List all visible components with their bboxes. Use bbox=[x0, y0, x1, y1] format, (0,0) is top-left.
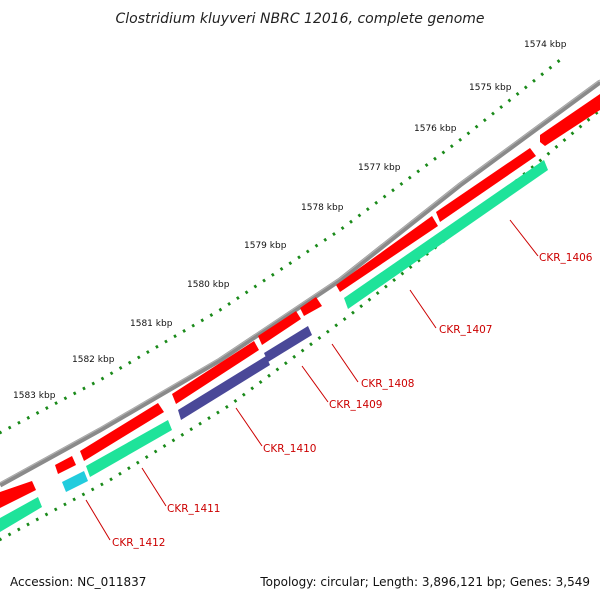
gene-arrow[interactable] bbox=[178, 356, 270, 420]
gene-arrow[interactable] bbox=[0, 481, 36, 508]
gene-label[interactable]: CKR_1411 bbox=[167, 503, 220, 515]
kbp-label: 1579 kbp bbox=[244, 241, 287, 251]
gene-leader-line bbox=[235, 407, 263, 447]
gene-leader-line bbox=[85, 499, 111, 541]
kbp-label: 1583 kbp bbox=[13, 391, 56, 401]
kbp-label: 1577 kbp bbox=[358, 163, 401, 173]
reverse-genes bbox=[0, 160, 548, 532]
gene-arrow[interactable] bbox=[0, 497, 42, 532]
gene-arrow[interactable] bbox=[172, 341, 259, 404]
gene-leader-line bbox=[301, 365, 329, 403]
gene-arrow[interactable] bbox=[62, 471, 88, 492]
kbp-label: 1575 kbp bbox=[469, 83, 512, 93]
genome-summary-text: Topology: circular; Length: 3,896,121 bp… bbox=[259, 575, 590, 589]
gene-label[interactable]: CKR_1406 bbox=[539, 252, 593, 264]
gene-label[interactable]: CKR_1408 bbox=[361, 378, 414, 390]
kbp-label: 1580 kbp bbox=[187, 280, 230, 290]
gene-arrow[interactable] bbox=[344, 160, 548, 309]
kbp-label: 1576 kbp bbox=[414, 124, 457, 134]
gene-label[interactable]: CKR_1412 bbox=[112, 537, 165, 549]
gene-arrow[interactable] bbox=[258, 311, 301, 345]
gene-leader-line bbox=[509, 219, 539, 257]
kbp-label: 1578 kbp bbox=[301, 203, 344, 213]
gene-leader-line bbox=[409, 289, 437, 329]
scale-dots-outer bbox=[0, 58, 561, 435]
gene-label[interactable]: CKR_1410 bbox=[263, 443, 316, 455]
genome-backbone bbox=[0, 79, 600, 488]
kbp-label: 1582 kbp bbox=[72, 355, 115, 365]
scale-labels: 1574 kbp 1575 kbp 1576 kbp 1577 kbp 1578… bbox=[13, 40, 567, 401]
gene-label[interactable]: CKR_1409 bbox=[329, 399, 382, 411]
gene-arrow[interactable] bbox=[300, 297, 322, 316]
gene-leader-line bbox=[141, 467, 167, 507]
gene-label[interactable]: CKR_1407 bbox=[439, 324, 492, 336]
gene-arrow[interactable] bbox=[336, 216, 438, 292]
gene-arrow[interactable] bbox=[80, 403, 164, 461]
gene-leader-line bbox=[331, 343, 359, 383]
gene-arrow[interactable] bbox=[540, 94, 600, 146]
kbp-label: 1581 kbp bbox=[130, 319, 173, 329]
gene-labels: CKR_1406 CKR_1407 CKR_1408 CKR_1409 CKR_… bbox=[112, 252, 593, 549]
genome-backbone-shade bbox=[0, 79, 600, 484]
gene-arrow[interactable] bbox=[264, 326, 312, 362]
map-title: Clostridium kluyveri NBRC 12016, complet… bbox=[115, 11, 484, 27]
kbp-label: 1574 kbp bbox=[524, 40, 567, 50]
gene-arrow[interactable] bbox=[86, 420, 172, 477]
gene-arrow[interactable] bbox=[55, 456, 76, 474]
gene-arrow[interactable] bbox=[436, 148, 536, 222]
gene-leaders bbox=[85, 219, 539, 541]
scale-dots-inner bbox=[0, 108, 600, 542]
forward-genes bbox=[0, 94, 600, 508]
accession-text: Accession: NC_011837 bbox=[10, 575, 146, 589]
